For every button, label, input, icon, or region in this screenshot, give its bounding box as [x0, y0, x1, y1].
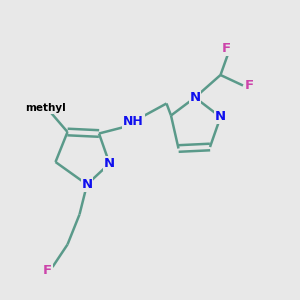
Text: N: N [104, 157, 115, 170]
Text: F: F [43, 263, 52, 277]
Text: N: N [81, 178, 93, 191]
Text: N: N [215, 110, 226, 124]
Text: F: F [222, 42, 231, 55]
Text: F: F [244, 79, 253, 92]
Text: NH: NH [123, 115, 144, 128]
Text: N: N [189, 91, 201, 104]
Text: methyl: methyl [25, 103, 65, 113]
